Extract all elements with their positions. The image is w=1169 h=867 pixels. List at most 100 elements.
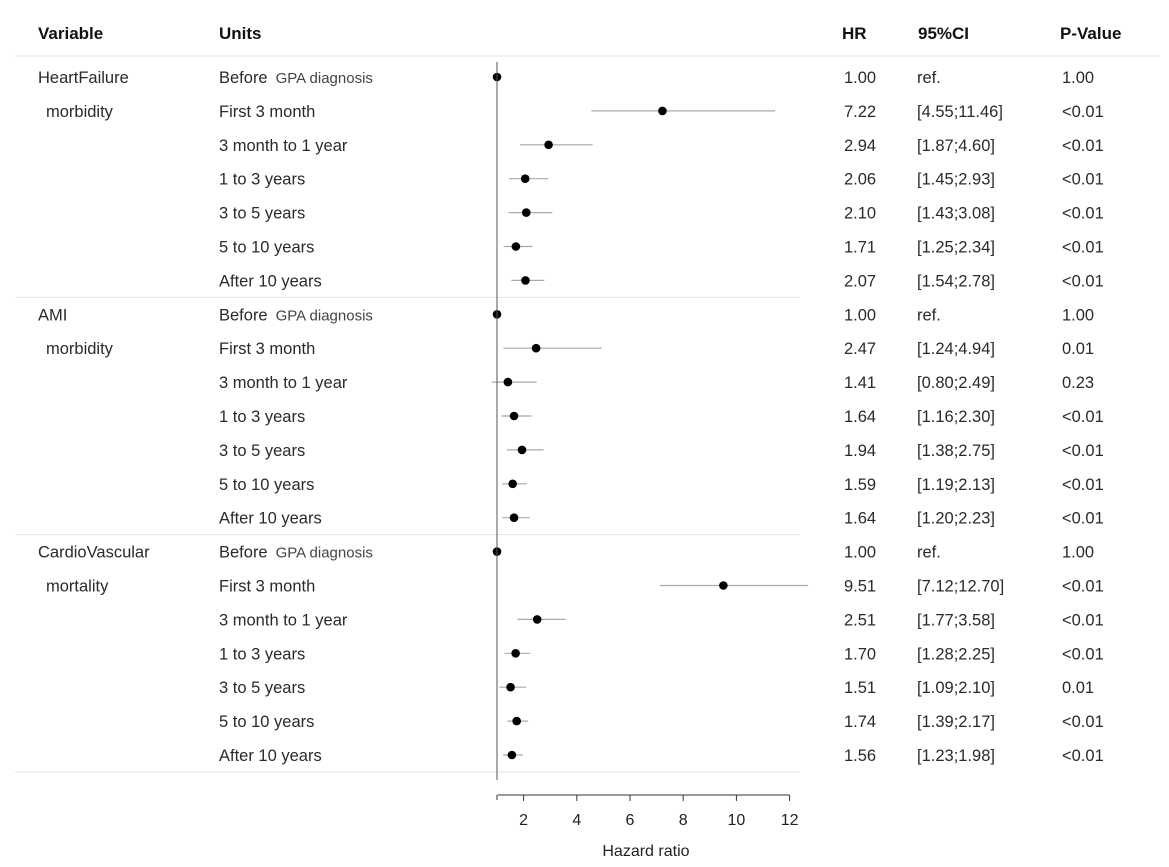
hr-point [532, 615, 542, 624]
row-hr-value: 1.41 [844, 374, 876, 392]
hr-point [507, 750, 517, 760]
row-ci-value: [1.09;2.10] [917, 679, 995, 697]
row-ci-value: ref. [917, 69, 941, 87]
row-hr-value: 1.51 [844, 679, 876, 697]
row-hr-value: 1.64 [844, 510, 876, 528]
hr-point [511, 242, 521, 251]
row-hr-value: 1.00 [844, 69, 876, 87]
header-units: Units [219, 24, 262, 43]
row-hr-value: 2.06 [844, 171, 876, 189]
hr-point [509, 411, 519, 421]
x-axis-title: Hazard ratio [602, 843, 689, 860]
row-unit-label: 3 month to 1 year [219, 374, 348, 392]
row-p-value: <0.01 [1062, 171, 1104, 189]
row-p-value: 1.00 [1062, 306, 1094, 324]
row-unit-label: First 3 month [219, 340, 315, 358]
row-p-value: 0.01 [1062, 340, 1094, 358]
row-p-value: <0.01 [1062, 103, 1104, 121]
row-hr-value: 1.74 [844, 713, 876, 731]
row-ci-value: [1.23;1.98] [917, 747, 995, 765]
row-unit-label: 5 to 10 years [219, 239, 314, 257]
row-p-value: <0.01 [1062, 408, 1104, 426]
row-unit-sublabel: GPA diagnosis [276, 545, 373, 562]
row-p-value: 1.00 [1062, 69, 1094, 87]
row-p-value: <0.01 [1062, 205, 1104, 223]
hr-point [517, 445, 527, 455]
row-hr-value: 1.00 [844, 544, 876, 562]
row-p-value: <0.01 [1062, 611, 1104, 629]
row-unit-label: First 3 month [219, 578, 315, 596]
x-tick-label: 12 [781, 812, 799, 829]
row-hr-value: 2.10 [844, 205, 876, 223]
row-p-value: <0.01 [1062, 137, 1104, 155]
row-unit-label: After 10 years [219, 747, 322, 765]
hr-point [544, 140, 553, 150]
hr-point [521, 208, 531, 217]
row-p-value: <0.01 [1062, 476, 1104, 494]
row-unit-sublabel: GPA diagnosis [276, 70, 373, 87]
row-p-value: <0.01 [1062, 510, 1104, 528]
row-p-value: <0.01 [1062, 578, 1104, 596]
header-variable: Variable [38, 24, 103, 43]
hr-point [658, 106, 667, 116]
row-ci-value: [1.43;3.08] [917, 205, 995, 223]
row-unit-label: Before GPA diagnosis [219, 69, 373, 87]
row-p-value: 0.01 [1062, 679, 1094, 697]
hr-point [509, 513, 519, 522]
x-axis: 2 4 6 8 10 12 Hazard ratio [496, 62, 799, 860]
header-ci: 95%CI [918, 24, 969, 43]
row-ci-value: [1.20;2.23] [917, 510, 995, 528]
row-unit-label: Before GPA diagnosis [219, 544, 373, 562]
hr-point [506, 682, 515, 692]
row-unit-label: 1 to 3 years [219, 645, 305, 663]
row-unit-label: After 10 years [219, 272, 322, 290]
row-ci-value: [1.24;4.94] [917, 340, 995, 358]
row-unit-label: 3 to 5 years [219, 205, 305, 223]
row-ci-value: [7.12;12.70] [917, 578, 1004, 596]
row-p-value: 1.00 [1062, 544, 1094, 562]
row-ci-value: [1.54;2.78] [917, 272, 995, 290]
row-ci-value: [1.16;2.30] [917, 408, 995, 426]
group-label-sub: mortality [46, 578, 109, 596]
row-hr-value: 2.07 [844, 272, 876, 290]
row-unit-label: 3 month to 1 year [219, 611, 348, 629]
row-ci-value: ref. [917, 306, 941, 324]
x-tick-label: 2 [519, 812, 528, 829]
row-hr-value: 7.22 [844, 103, 876, 121]
row-unit-label: 3 month to 1 year [219, 137, 348, 155]
x-tick-label: 4 [572, 812, 581, 829]
hr-point [503, 377, 513, 387]
row-unit-label: 3 to 5 years [219, 442, 305, 460]
row-ci-value: [1.25;2.34] [917, 239, 995, 257]
row-unit-label: 5 to 10 years [219, 476, 314, 494]
group-label-sub: morbidity [46, 340, 114, 358]
x-tick-label: 10 [728, 812, 746, 829]
header-p-value: P-Value [1060, 24, 1121, 43]
group-label-sub: morbidity [46, 103, 114, 121]
row-unit-sublabel: GPA diagnosis [276, 307, 373, 324]
row-hr-value: 1.71 [844, 239, 876, 257]
header-hr: HR [842, 24, 867, 43]
row-hr-value: 9.51 [844, 578, 876, 596]
row-ci-value: [1.38;2.75] [917, 442, 995, 460]
row-ci-value: [1.77;3.58] [917, 611, 995, 629]
row-ci-value: [1.39;2.17] [917, 713, 995, 731]
row-hr-value: 1.70 [844, 645, 876, 663]
row-ci-value: [1.19;2.13] [917, 476, 995, 494]
row-unit-label: After 10 years [219, 510, 322, 528]
x-tick-label: 6 [626, 812, 635, 829]
table-rows: HeartFailure morbidity Before GPA diagnosis… [15, 69, 1104, 773]
hr-point [512, 716, 521, 726]
group-label: CardioVascular [38, 544, 150, 562]
row-ci-value: [4.55;11.46] [917, 103, 1003, 121]
row-ci-value: [1.45;2.93] [917, 171, 995, 189]
row-hr-value: 2.47 [844, 340, 876, 358]
row-p-value: <0.01 [1062, 272, 1104, 290]
hr-point [508, 479, 517, 489]
row-p-value: <0.01 [1062, 239, 1104, 257]
row-p-value: <0.01 [1062, 442, 1104, 460]
group-label: AMI [38, 306, 67, 324]
x-tick-label: 8 [679, 812, 688, 829]
row-hr-value: 1.56 [844, 747, 876, 765]
